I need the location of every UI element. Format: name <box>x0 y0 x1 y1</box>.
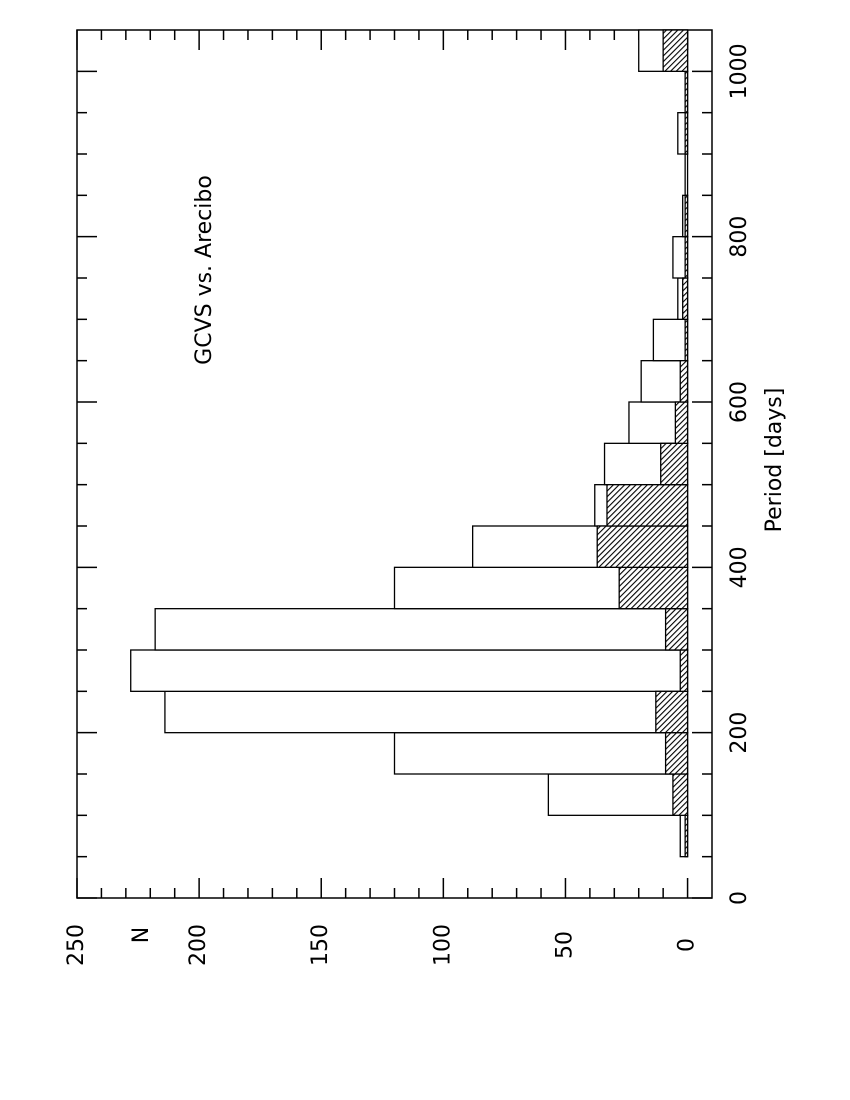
bar <box>652 318 689 362</box>
bar <box>672 773 689 816</box>
bar <box>664 732 689 775</box>
bar <box>674 401 689 444</box>
y-tick-label: 250 <box>64 924 89 966</box>
bar <box>684 153 689 196</box>
bar <box>154 608 689 651</box>
y-tick-label: 100 <box>430 924 455 966</box>
bar <box>684 112 689 155</box>
bar <box>679 649 689 692</box>
x-tick-label: 400 <box>727 546 752 588</box>
bar <box>655 690 689 734</box>
y-tick-label: 200 <box>186 924 211 966</box>
x-tick-label: 800 <box>727 216 752 258</box>
bar <box>684 70 689 114</box>
bar <box>547 773 689 816</box>
bar <box>662 29 689 72</box>
x-tick-label: 1000 <box>727 43 752 99</box>
bar <box>660 442 689 486</box>
y-tick-label: 50 <box>552 931 577 959</box>
bar <box>130 649 689 692</box>
bar <box>684 814 689 858</box>
x-tick-label: 0 <box>727 891 752 905</box>
bar <box>393 732 689 775</box>
bar <box>618 566 689 610</box>
bar <box>606 484 689 527</box>
y-tick-label: 0 <box>675 938 700 952</box>
bar <box>684 236 689 279</box>
bar <box>679 360 689 403</box>
bar <box>164 690 689 734</box>
annotation: GCVS vs. Arecibo <box>192 175 217 365</box>
y-axis-label: N <box>129 927 154 943</box>
x-tick-label: 200 <box>727 712 752 754</box>
bar <box>596 525 689 568</box>
y-tick-label: 150 <box>308 924 333 966</box>
bar <box>664 608 689 651</box>
bar <box>684 318 689 362</box>
x-tick-label: 600 <box>727 381 752 423</box>
x-axis-label: Period [days] <box>762 388 787 533</box>
bar <box>682 277 689 320</box>
bar <box>684 194 689 238</box>
